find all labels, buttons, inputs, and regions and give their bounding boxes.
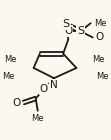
Text: S: S <box>77 26 84 36</box>
Text: Me: Me <box>4 55 16 64</box>
Text: Me: Me <box>96 72 108 81</box>
Text: Me: Me <box>92 55 104 64</box>
Text: O: O <box>96 32 104 42</box>
Text: Me: Me <box>31 114 44 123</box>
Text: O: O <box>64 26 72 36</box>
Text: S: S <box>63 19 70 29</box>
Text: Me: Me <box>2 72 14 81</box>
Text: O: O <box>12 98 20 108</box>
Text: N: N <box>50 80 58 90</box>
Text: O: O <box>40 84 48 94</box>
Text: Me: Me <box>94 19 106 28</box>
